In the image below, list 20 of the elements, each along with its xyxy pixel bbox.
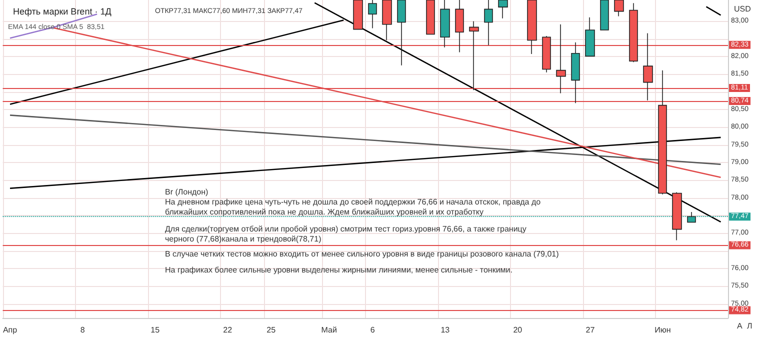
x-tick-label: Апр xyxy=(2,326,18,334)
annotation: Вr (Лондон) xyxy=(165,188,209,196)
annotation: В случае четких тестов можно входить от менее сильного уровня в виде границы розового канала (79,01) xyxy=(165,250,560,258)
x-tick-label: 13 xyxy=(440,326,450,334)
text: А xyxy=(737,322,743,330)
x-tick-label: Май xyxy=(321,326,337,334)
annotation: На графиках более сильные уровни выделены жирными линиями, менее сильные - тонкими. xyxy=(165,266,512,274)
annotation: Для сделки(торгуем отбой или пробой уровня) смотрим тест гориз.уровня 76,66, а также границу черного (77,68)канала и трендовой(78,71) xyxy=(165,224,529,244)
x-tick-label: 20 xyxy=(513,326,523,334)
text: Л xyxy=(747,322,752,330)
x-tick-label: 15 xyxy=(150,326,160,334)
text: USD xyxy=(734,4,752,14)
x-tick-label: 6 xyxy=(370,326,376,334)
x-tick-label: 25 xyxy=(266,326,276,334)
text: Нефть марки Brent · 1Д xyxy=(13,6,112,16)
annotation: На дневном графике цена чуть-чуть не дошла до своей поддержки 76,66 и начала отскок, правда до ближайших сопротивлений пока не дошла. Ждем ближайших уровней и их отработку xyxy=(165,198,543,216)
x-tick-label: 27 xyxy=(586,326,596,334)
x-tick-label: 22 xyxy=(223,326,233,334)
x-tick-label: Июн xyxy=(654,326,671,334)
x-tick-label: 8 xyxy=(80,326,86,334)
